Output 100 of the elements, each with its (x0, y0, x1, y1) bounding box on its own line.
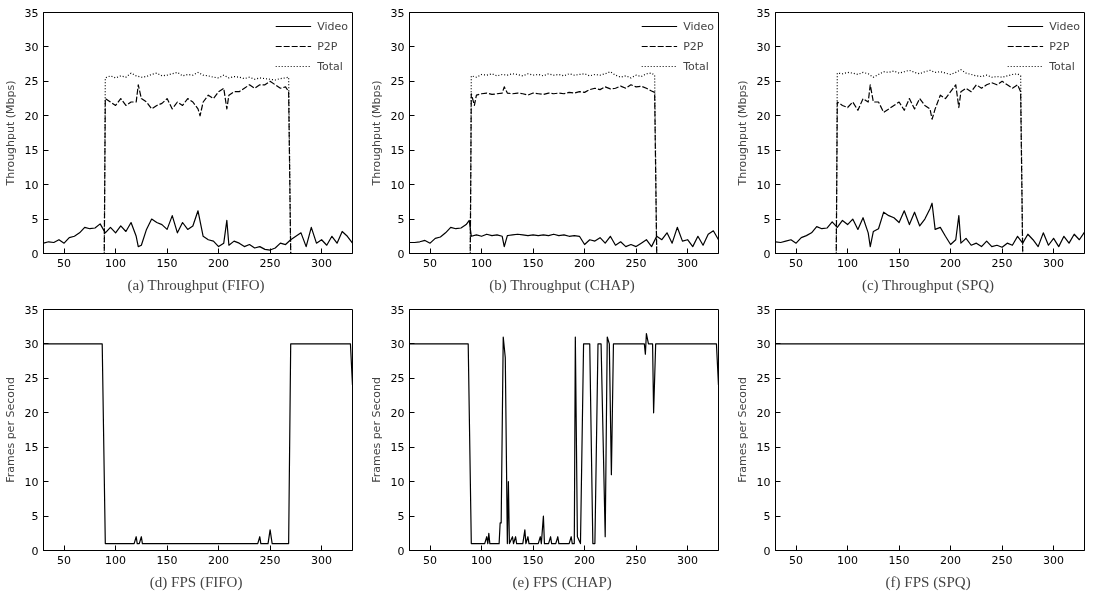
legend-label: Video (1049, 19, 1080, 33)
x-tick-label: 250 (625, 256, 647, 270)
y-tick-label: 15 (24, 144, 39, 158)
y-tick-label: 20 (390, 406, 405, 420)
y-tick-label: 5 (397, 213, 405, 227)
legend-label: Total (683, 59, 709, 73)
x-tick-label: 200 (208, 256, 230, 270)
x-tick-label: 250 (625, 553, 647, 567)
y-tick-label: 5 (31, 213, 39, 227)
x-tick-label: 300 (1043, 256, 1065, 270)
x-tick-label: 250 (259, 553, 281, 567)
x-tick-label: 200 (574, 256, 596, 270)
y-tick-label: 15 (756, 144, 771, 158)
y-tick-label: 5 (763, 510, 771, 524)
y-tick-label: 30 (756, 337, 771, 351)
y-tick-label: 25 (390, 372, 405, 386)
x-tick-label: 300 (311, 553, 333, 567)
text: (d) FPS (FIFO) (149, 573, 243, 591)
legend-label: P2P (317, 39, 338, 53)
y-tick-label: 35 (390, 6, 405, 20)
y-tick-label: 20 (24, 406, 39, 420)
y-tick-label: 35 (756, 303, 771, 317)
y-tick-label: 15 (390, 441, 405, 455)
x-tick-label: 100 (471, 256, 493, 270)
y-tick-label: 15 (24, 441, 39, 455)
text: (f) FPS (SPQ) (885, 573, 971, 591)
x-tick-label: 50 (57, 256, 72, 270)
y-tick-label: 35 (390, 303, 405, 317)
y-tick-label: 30 (24, 40, 39, 54)
x-tick-label: 100 (105, 553, 127, 567)
y-tick-label: 25 (756, 372, 771, 386)
y-tick-label: 30 (390, 337, 405, 351)
x-tick-label: 100 (837, 256, 859, 270)
x-tick-label: 250 (991, 553, 1013, 567)
y-tick-label: 30 (390, 40, 405, 54)
y-tick-label: 0 (763, 544, 771, 558)
y-axis-title: Frames per Second (735, 377, 749, 483)
x-tick-label: 150 (156, 256, 178, 270)
y-tick-label: 30 (756, 40, 771, 54)
y-tick-label: 5 (31, 510, 39, 524)
legend-label: P2P (683, 39, 704, 53)
y-tick-label: 0 (31, 544, 39, 558)
x-tick-label: 50 (423, 553, 438, 567)
x-tick-label: 300 (677, 553, 699, 567)
x-tick-label: 100 (837, 553, 859, 567)
y-tick-label: 35 (756, 6, 771, 20)
y-tick-label: 10 (24, 475, 39, 489)
y-tick-label: 15 (390, 144, 405, 158)
x-tick-label: 300 (1043, 553, 1065, 567)
y-tick-label: 10 (756, 178, 771, 192)
y-tick-label: 10 (390, 178, 405, 192)
y-tick-label: 0 (397, 247, 405, 261)
legend-label: Total (317, 59, 343, 73)
y-tick-label: 35 (24, 303, 39, 317)
y-tick-label: 10 (24, 178, 39, 192)
text: (e) FPS (CHAP) (512, 573, 612, 591)
x-tick-label: 250 (991, 256, 1013, 270)
x-tick-label: 100 (105, 256, 127, 270)
x-tick-label: 50 (57, 553, 72, 567)
x-tick-label: 50 (789, 553, 804, 567)
x-tick-label: 200 (940, 256, 962, 270)
y-tick-label: 35 (24, 6, 39, 20)
x-tick-label: 150 (888, 256, 910, 270)
x-tick-label: 150 (888, 553, 910, 567)
y-tick-label: 20 (390, 109, 405, 123)
x-tick-label: 50 (789, 256, 804, 270)
y-axis-title: Throughput (Mbps) (735, 80, 749, 187)
x-tick-label: 150 (522, 256, 544, 270)
y-axis-title: Throughput (Mbps) (3, 80, 17, 187)
x-tick-label: 300 (311, 256, 333, 270)
y-axis-title: Throughput (Mbps) (369, 80, 383, 187)
x-tick-label: 200 (574, 553, 596, 567)
x-tick-label: 200 (208, 553, 230, 567)
x-tick-label: 150 (156, 553, 178, 567)
y-tick-label: 25 (390, 75, 405, 89)
y-tick-label: 20 (756, 406, 771, 420)
y-tick-label: 20 (756, 109, 771, 123)
y-tick-label: 30 (24, 337, 39, 351)
y-tick-label: 10 (756, 475, 771, 489)
text: (c) Throughput (SPQ) (861, 276, 995, 294)
y-axis-title: Frames per Second (3, 377, 17, 483)
x-tick-label: 150 (522, 553, 544, 567)
text: (b) Throughput (CHAP) (489, 276, 635, 294)
x-tick-label: 250 (259, 256, 281, 270)
x-tick-label: 200 (940, 553, 962, 567)
legend-label: P2P (1049, 39, 1070, 53)
y-tick-label: 15 (756, 441, 771, 455)
y-tick-label: 25 (756, 75, 771, 89)
y-tick-label: 25 (24, 75, 39, 89)
legend-label: Video (317, 19, 348, 33)
y-tick-label: 0 (763, 247, 771, 261)
text: (a) Throughput (FIFO) (127, 276, 265, 294)
y-tick-label: 5 (397, 510, 405, 524)
y-tick-label: 10 (390, 475, 405, 489)
y-tick-label: 0 (31, 247, 39, 261)
y-tick-label: 0 (397, 544, 405, 558)
y-tick-label: 25 (24, 372, 39, 386)
y-axis-title: Frames per Second (369, 377, 383, 483)
legend-label: Video (683, 19, 714, 33)
y-tick-label: 20 (24, 109, 39, 123)
